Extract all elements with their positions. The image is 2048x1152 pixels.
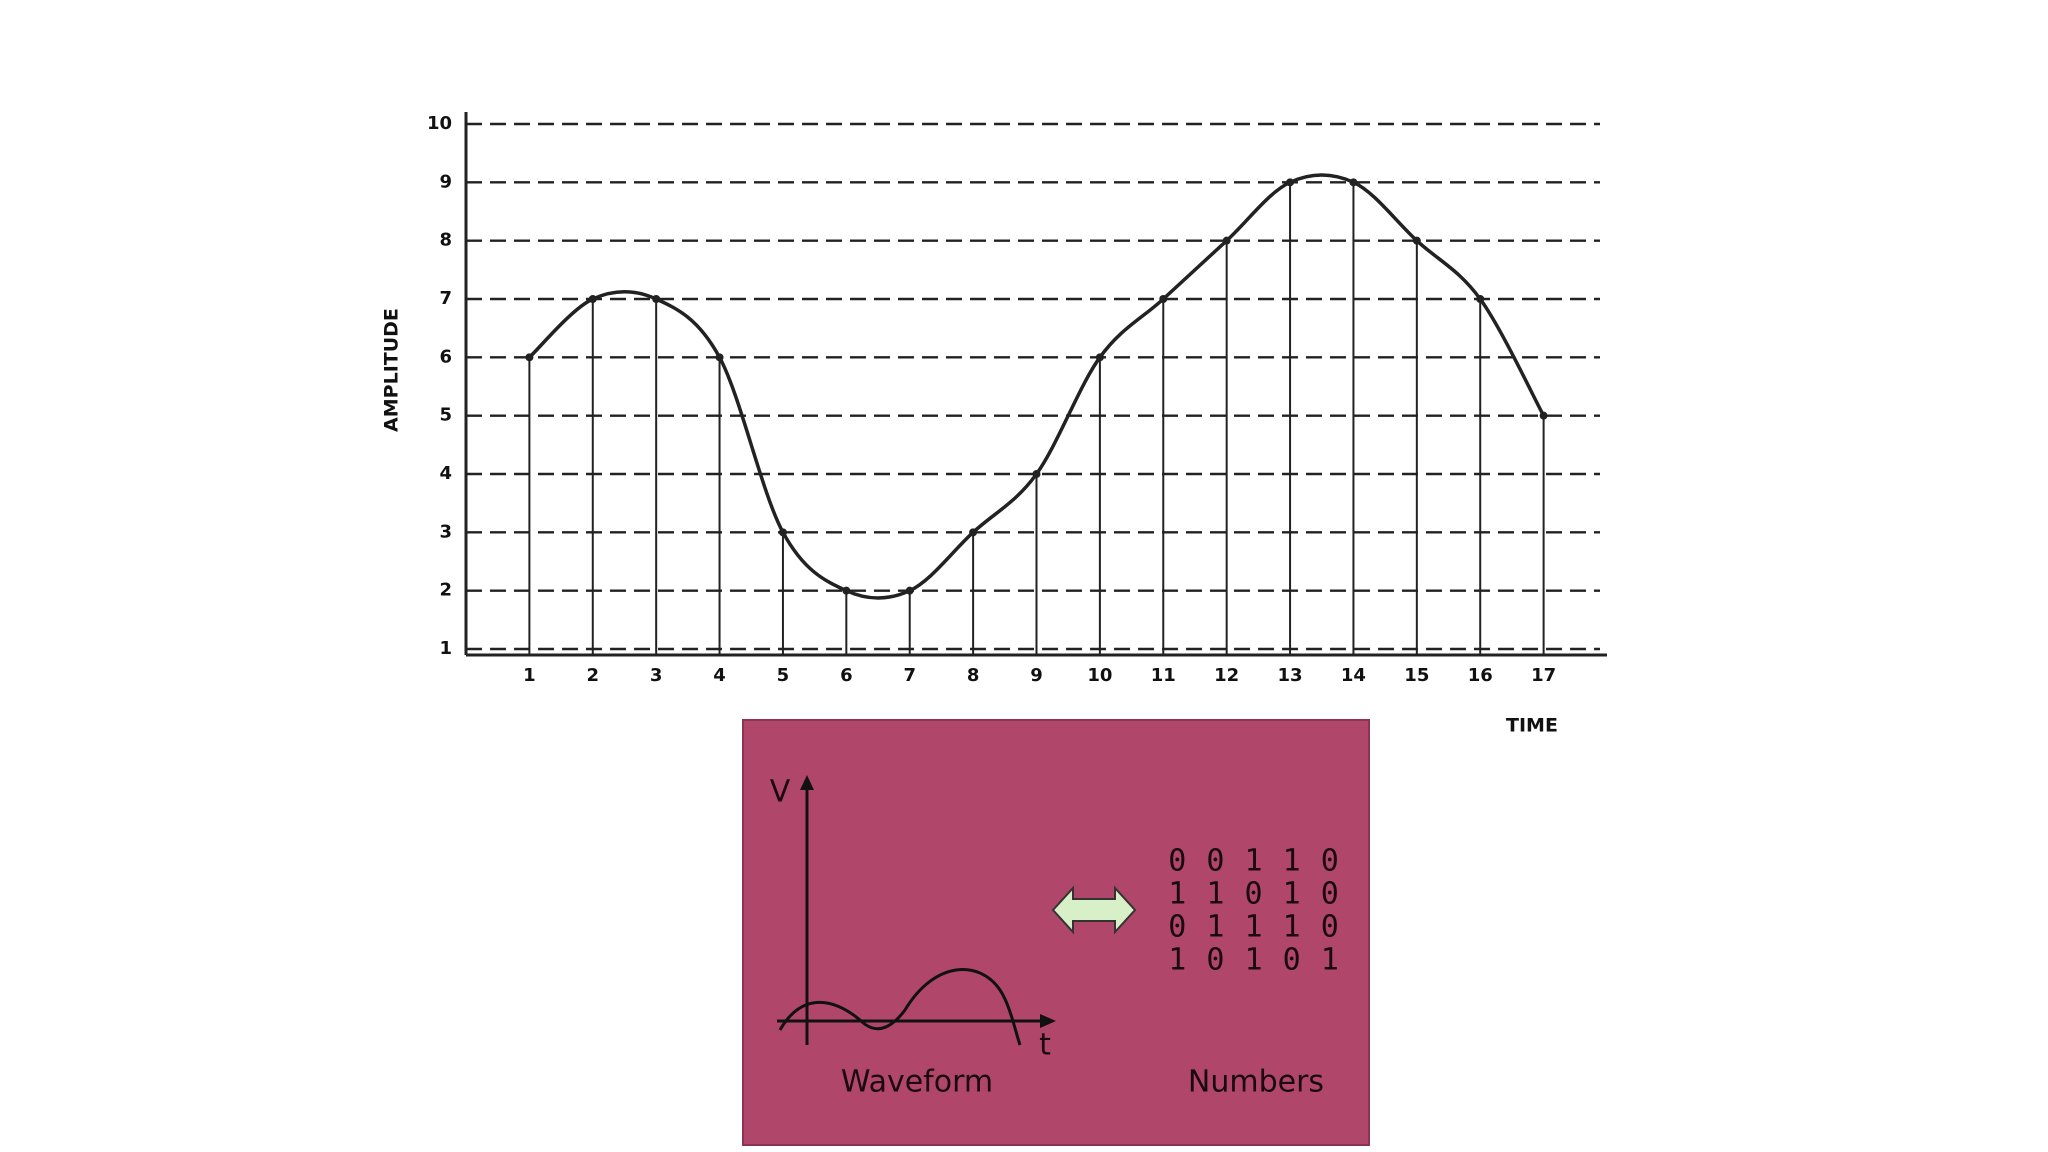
x-tick-label: 1 [523,665,536,686]
x-tick-label: 16 [1468,665,1493,686]
x-tick-label: 12 [1214,665,1239,686]
double-arrow [1051,885,1137,935]
y-tick-label: 1 [439,638,452,659]
panel-background [742,719,1370,1146]
panel-waveform [778,968,1022,1046]
x-tick-label: 4 [713,665,726,686]
x-tick-label: 6 [840,665,853,686]
panel-t-label: t [1039,1028,1051,1063]
panel-v-arrow [800,775,814,790]
binary-row: 0 0 1 1 0 [1168,844,1340,879]
x-tick-label: 8 [967,665,980,686]
x-tick-label: 5 [777,665,790,686]
x-tick-label: 13 [1278,665,1303,686]
x-tick-label: 2 [587,665,600,686]
numbers-label: Numbers [1188,1065,1324,1100]
y-tick-label: 3 [439,521,452,542]
y-axis-label: AMPLITUDE [381,308,403,432]
x-tick-label: 11 [1151,665,1176,686]
binary-row: 0 1 1 1 0 [1168,910,1340,945]
x-tick-label: 7 [903,665,916,686]
x-tick-label: 15 [1404,665,1429,686]
binary-row: 1 0 1 0 1 [1168,943,1340,978]
y-tick-label: 5 [439,405,452,426]
panel-t-arrow [1040,1014,1056,1028]
x-tick-label: 17 [1531,665,1556,686]
x-tick-label: 3 [650,665,663,686]
y-tick-label: 10 [427,113,452,134]
y-tick-label: 2 [439,580,452,601]
x-axis-label: TIME [1506,715,1558,737]
y-tick-label: 8 [439,230,452,251]
binary-row: 1 1 0 1 0 [1168,877,1340,912]
panel-v-label: V [770,775,791,810]
y-tick-label: 9 [439,171,452,192]
waveform-label: Waveform [841,1065,993,1100]
x-tick-label: 10 [1087,665,1112,686]
diagram-panel: V t Waveform Numbers 0 0 1 1 01 1 0 1 00… [742,719,1370,1146]
x-tick-label: 14 [1341,665,1366,686]
y-tick-label: 6 [439,346,452,367]
y-tick-label: 4 [439,463,452,484]
x-tick-label: 9 [1030,665,1043,686]
y-tick-label: 7 [439,288,452,309]
waveform-curve [528,173,1546,600]
